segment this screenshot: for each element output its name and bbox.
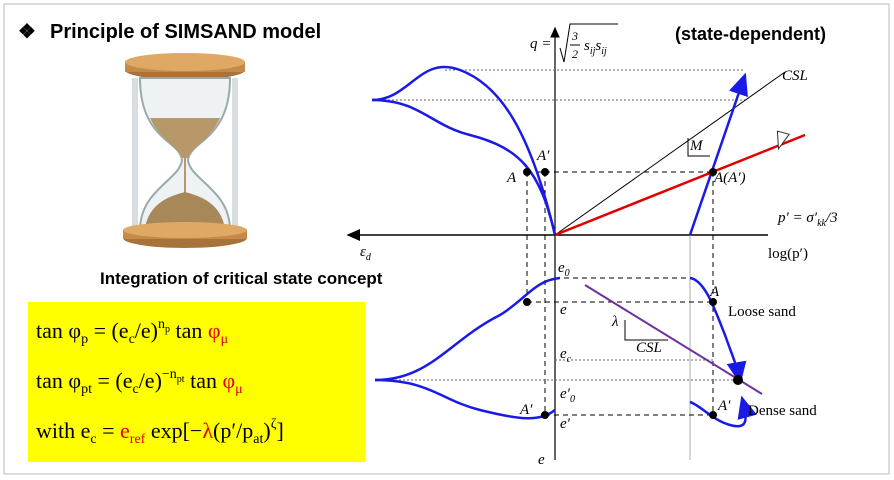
text-part: tan <box>185 368 223 393</box>
point-label: A′ <box>519 402 533 418</box>
text-part: c <box>132 382 138 397</box>
text-part: tan φ <box>36 318 81 343</box>
text-part: ζ <box>271 417 277 432</box>
lambda-label: λ <box>611 314 619 330</box>
text-part: μ <box>235 382 243 397</box>
diagram <box>346 26 806 460</box>
point-label: A <box>506 170 517 186</box>
text-part: e′ <box>560 386 571 402</box>
text-part: μ <box>221 332 229 347</box>
text-part: −n <box>162 367 177 382</box>
text-part: λ <box>202 418 213 443</box>
equation: tan φpt = (ec/e)−npt tan φμ <box>36 367 243 397</box>
text-part: ) <box>263 418 270 443</box>
text-part: 0 <box>565 268 570 279</box>
text-part: c <box>567 354 572 365</box>
point-label: A <box>709 284 720 300</box>
point-label: A′ <box>717 398 731 414</box>
text-part: /e) <box>135 318 158 343</box>
text-part: = <box>97 418 120 443</box>
dense-sand-label: Dense sand <box>748 403 817 419</box>
text-part: 0 <box>570 394 575 405</box>
text-part: p <box>81 332 88 347</box>
text-part: ij <box>601 46 607 57</box>
text-part: kk <box>817 218 826 229</box>
text-part: s <box>595 38 601 54</box>
text-part: q = <box>530 36 551 52</box>
text-part: pt <box>177 374 185 385</box>
text-part: exp[− <box>145 418 202 443</box>
e-label: e <box>560 302 567 318</box>
text-part: ref <box>130 432 146 447</box>
text-part: with e <box>36 418 90 443</box>
text-part: s <box>584 38 590 54</box>
text-part: at <box>253 432 263 447</box>
text-part: 3 <box>571 29 578 43</box>
text-part: /3 <box>825 210 838 226</box>
text-part: ij <box>590 46 596 57</box>
text-part: tan φ <box>36 368 81 393</box>
text-part: (p′/p <box>213 418 253 443</box>
csl-label: CSL <box>782 68 808 84</box>
equation: tan φp = (ec/e)np tan φμ <box>36 317 228 347</box>
text-part: d <box>366 252 372 263</box>
text-part: ε <box>360 244 366 260</box>
hourglass-icon <box>123 53 247 248</box>
caption: Integration of critical state concept <box>100 269 383 288</box>
strain-axis-label: εd <box>360 244 372 263</box>
text-part: c <box>129 332 135 347</box>
loose-sand-label: Loose sand <box>728 304 796 320</box>
text-part: tan <box>170 318 208 343</box>
text-part: = (e <box>92 368 133 393</box>
text-part: = (e <box>88 318 129 343</box>
text-part: n <box>158 317 165 332</box>
text-part: pt <box>81 382 92 397</box>
text-part: e <box>560 346 567 362</box>
slope-label: M <box>689 138 704 154</box>
text-part: φ <box>222 368 235 393</box>
text-part: e <box>120 418 130 443</box>
text-part: 2 <box>572 47 578 61</box>
e-label: e′ <box>560 416 571 432</box>
text-part: φ <box>208 318 221 343</box>
e-axis-label: e <box>538 452 545 468</box>
point-label: A′ <box>536 148 550 164</box>
text-part: p <box>165 324 170 335</box>
equation-box <box>28 302 365 462</box>
title: Principle of SIMSAND model <box>50 21 321 43</box>
e-label: ec <box>560 346 572 365</box>
csl-label: CSL <box>636 340 662 356</box>
equation: with ec = eref exp[−λ(p′/pat)ζ] <box>36 417 284 447</box>
root-sign <box>559 23 618 63</box>
text-part: c <box>90 432 96 447</box>
e-label: e0 <box>558 260 570 279</box>
text-part: ] <box>277 418 284 443</box>
q-axis-label: q = 3 2 sijsij <box>530 29 607 61</box>
bullet: ❖ <box>18 21 36 43</box>
logp-axis-label: log(p′) <box>768 246 808 262</box>
p-axis-label: p′ = σ′kk/3 <box>777 210 838 229</box>
subtitle: (state-dependent) <box>675 24 826 44</box>
text-part: p′ = σ′ <box>777 210 818 226</box>
e-label: e′0 <box>560 386 575 405</box>
text-part: e <box>558 260 565 276</box>
point-label: A(A′) <box>713 170 746 186</box>
text-part: /e) <box>139 368 162 393</box>
